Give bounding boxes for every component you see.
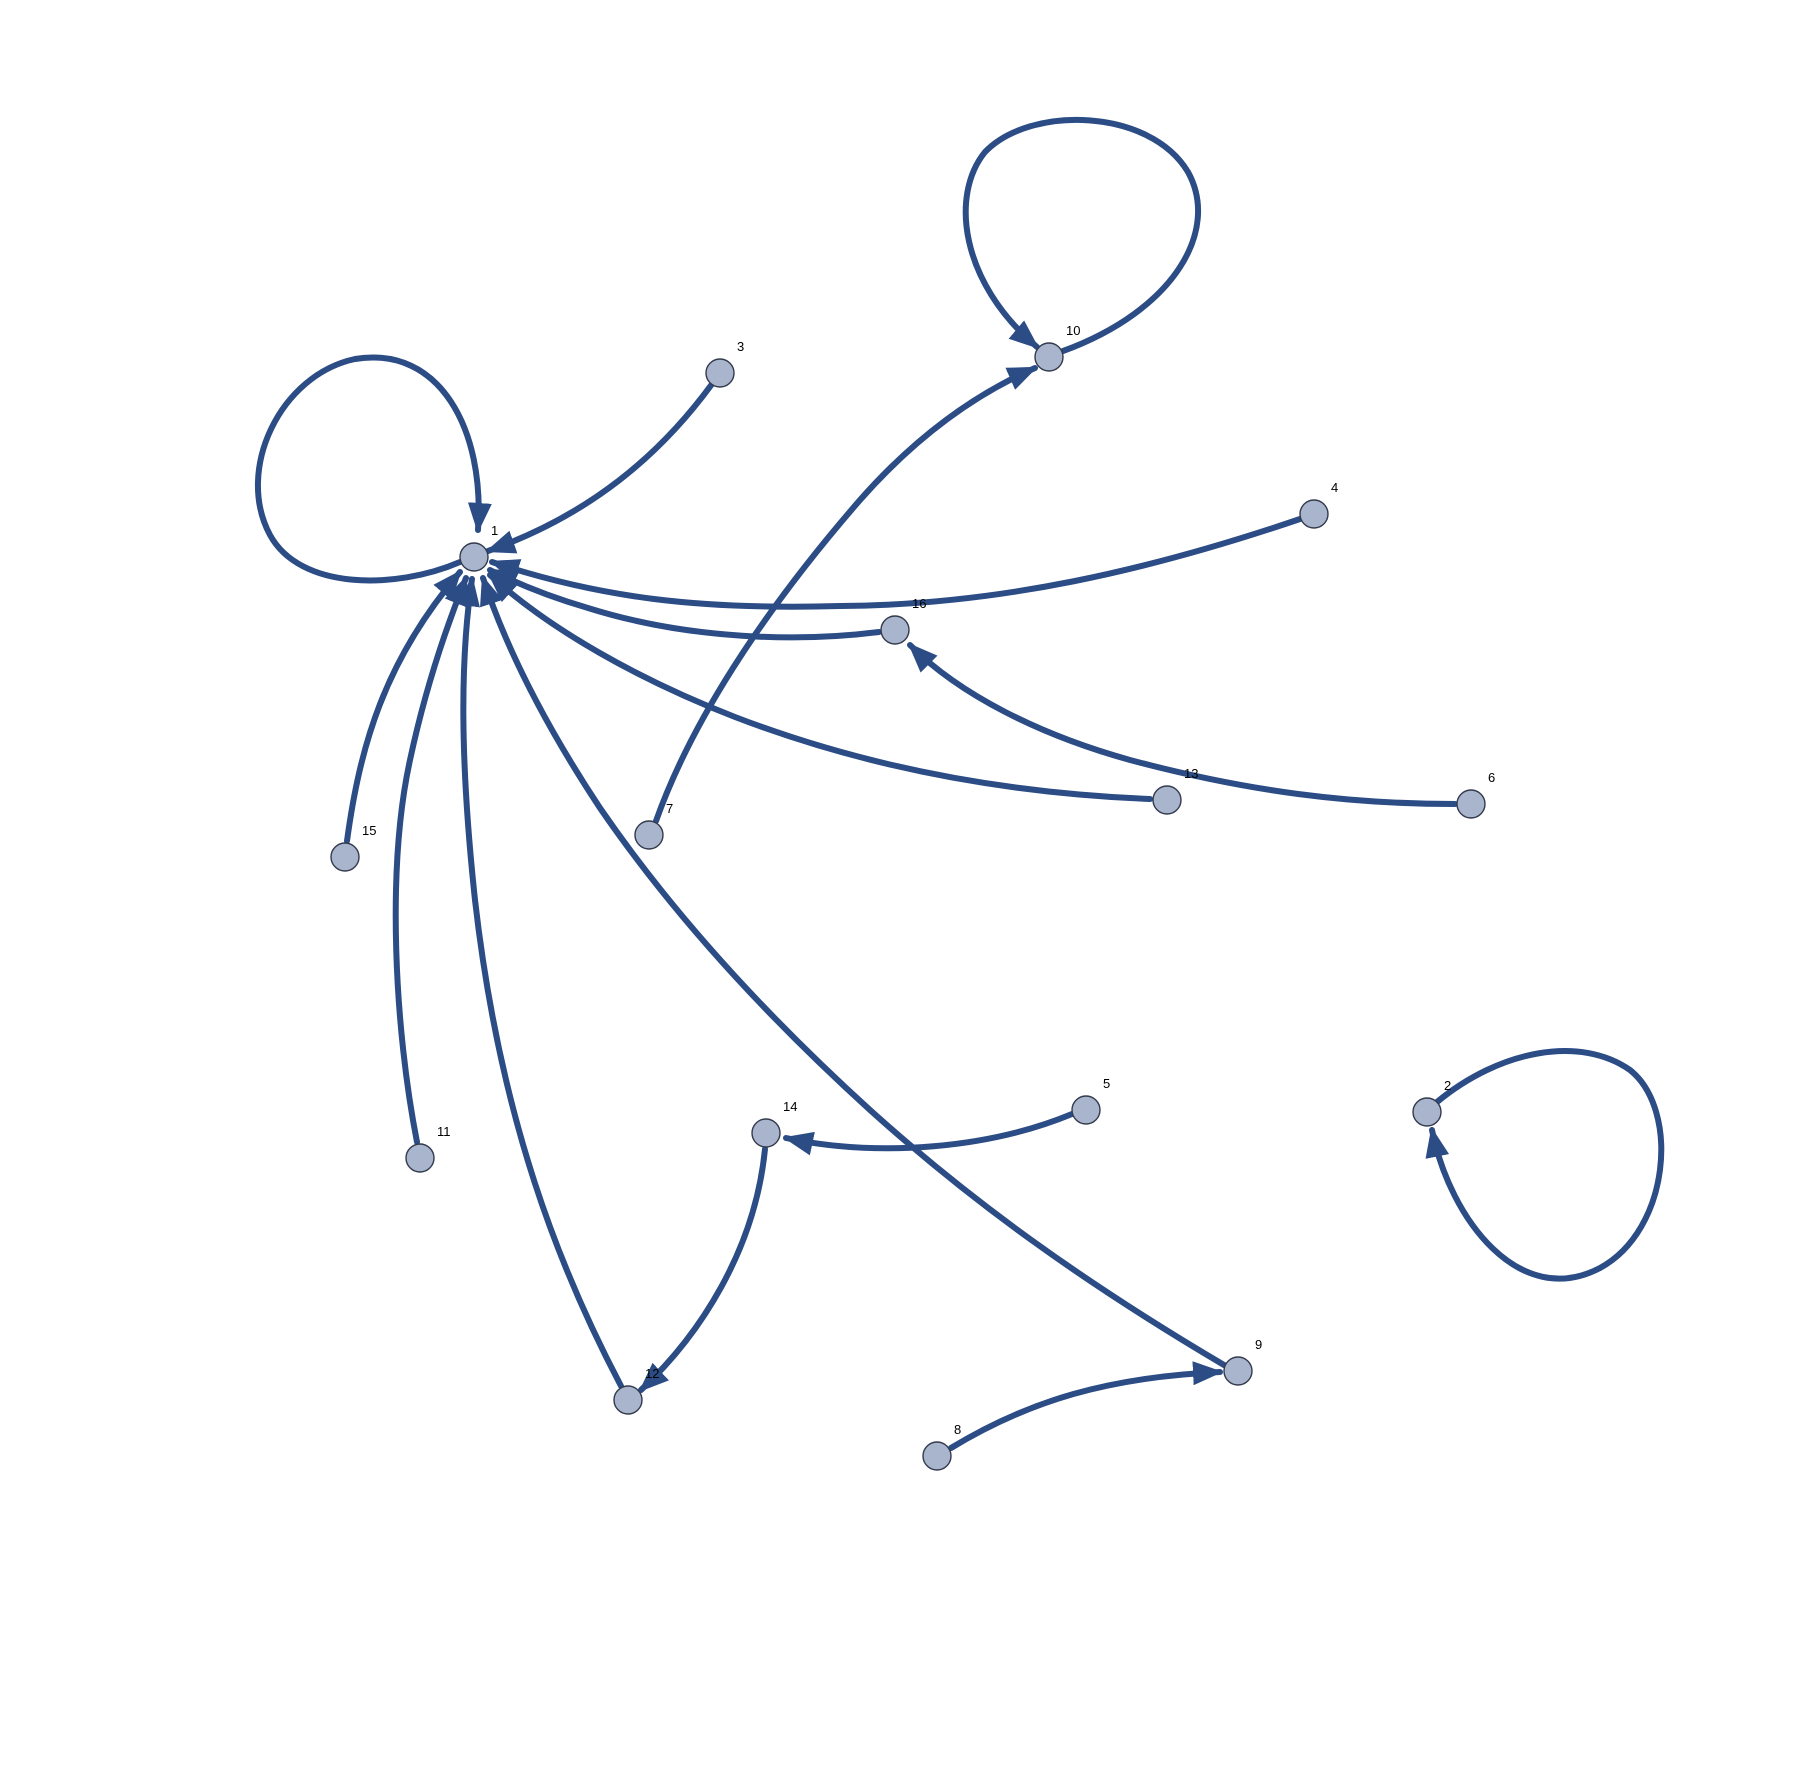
node-circle[interactable] bbox=[1035, 343, 1063, 371]
node-label: 4 bbox=[1331, 480, 1338, 495]
node-label: 1 bbox=[491, 523, 498, 538]
node-6[interactable]: 6 bbox=[1457, 770, 1495, 818]
node-label: 15 bbox=[362, 823, 376, 838]
node-circle[interactable] bbox=[635, 821, 663, 849]
node-label: 16 bbox=[912, 596, 926, 611]
node-circle[interactable] bbox=[923, 1442, 951, 1470]
node-label: 2 bbox=[1444, 1078, 1451, 1093]
node-circle[interactable] bbox=[1457, 790, 1485, 818]
node-12[interactable]: 12 bbox=[614, 1366, 659, 1414]
edge-layer bbox=[258, 120, 1661, 1448]
node-5[interactable]: 5 bbox=[1072, 1076, 1110, 1124]
node-circle[interactable] bbox=[1413, 1098, 1441, 1126]
node-7[interactable]: 7 bbox=[635, 801, 673, 849]
edge-11-to-1 bbox=[396, 578, 466, 1142]
node-label: 11 bbox=[437, 1124, 451, 1139]
node-label: 12 bbox=[645, 1366, 659, 1381]
node-circle[interactable] bbox=[1153, 786, 1181, 814]
node-circle[interactable] bbox=[460, 543, 488, 571]
edge-6-to-16 bbox=[910, 645, 1455, 804]
node-label: 7 bbox=[666, 801, 673, 816]
node-label: 10 bbox=[1066, 323, 1080, 338]
node-circle[interactable] bbox=[331, 843, 359, 871]
node-15[interactable]: 15 bbox=[331, 823, 376, 871]
node-label: 14 bbox=[783, 1099, 797, 1114]
node-label: 6 bbox=[1488, 770, 1495, 785]
node-circle[interactable] bbox=[881, 616, 909, 644]
node-3[interactable]: 3 bbox=[706, 339, 744, 387]
node-circle[interactable] bbox=[614, 1386, 642, 1414]
edge-3-to-1 bbox=[488, 384, 712, 551]
edge-9-to-1 bbox=[483, 578, 1224, 1365]
node-label: 9 bbox=[1255, 1337, 1262, 1352]
node-circle[interactable] bbox=[1072, 1096, 1100, 1124]
edge-4-to-1 bbox=[492, 519, 1300, 607]
edge-14-to-12 bbox=[641, 1149, 765, 1390]
node-4[interactable]: 4 bbox=[1300, 480, 1338, 528]
edge-5-to-14 bbox=[786, 1114, 1072, 1148]
node-label: 5 bbox=[1103, 1076, 1110, 1091]
edge-8-to-9 bbox=[951, 1372, 1220, 1448]
self-loop-edge-10 bbox=[966, 120, 1198, 351]
node-label: 8 bbox=[954, 1422, 961, 1437]
self-loop-edge-1 bbox=[258, 357, 479, 580]
node-circle[interactable] bbox=[752, 1119, 780, 1147]
node-label: 3 bbox=[737, 339, 744, 354]
node-circle[interactable] bbox=[1300, 500, 1328, 528]
node-9[interactable]: 9 bbox=[1224, 1337, 1262, 1385]
self-loop-edge-2 bbox=[1432, 1051, 1661, 1279]
node-circle[interactable] bbox=[406, 1144, 434, 1172]
edge-12-to-1 bbox=[463, 579, 621, 1386]
node-circle[interactable] bbox=[1224, 1357, 1252, 1385]
node-2[interactable]: 2 bbox=[1413, 1078, 1451, 1126]
node-circle[interactable] bbox=[706, 359, 734, 387]
node-label: 13 bbox=[1184, 766, 1198, 781]
